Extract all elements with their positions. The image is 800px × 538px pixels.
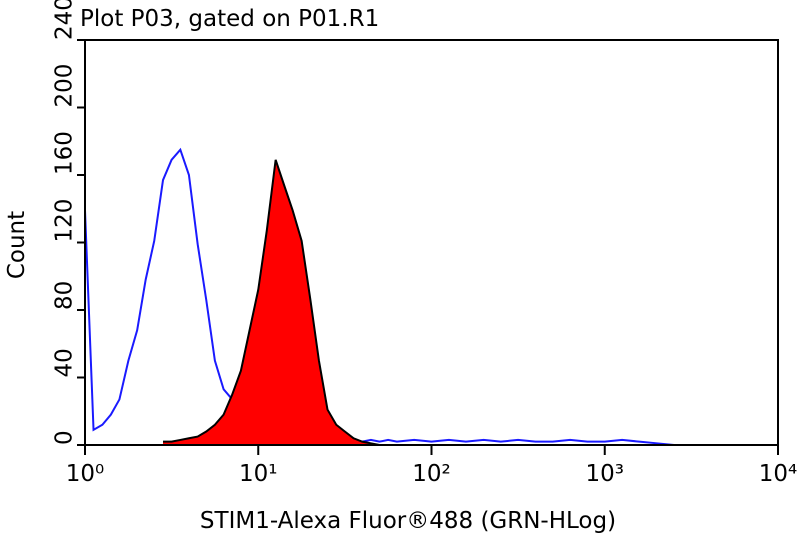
y-tick-label: 160 (52, 131, 78, 175)
x-tick-label: 10¹ (239, 461, 278, 487)
x-tick-label: 10⁰ (66, 461, 105, 487)
histogram-area (163, 159, 380, 445)
y-tick-label: 200 (52, 64, 78, 108)
y-tick-label: 240 (52, 0, 78, 40)
x-tick-label: 10² (412, 461, 451, 487)
x-tick-label: 10³ (586, 461, 625, 487)
y-tick-label: 80 (52, 281, 78, 310)
plot-frame (84, 39, 779, 446)
x-tick-label: 10⁴ (759, 461, 798, 487)
x-axis-label: STIM1-Alexa Fluor®488 (GRN-HLog) (200, 508, 616, 534)
histogram-outline (163, 159, 380, 446)
y-tick-label: 0 (52, 430, 78, 445)
histogram-line (84, 147, 675, 446)
y-tick-label: 120 (52, 199, 78, 243)
y-axis-label: Count (4, 211, 30, 279)
chart-title: Plot P03, gated on P01.R1 (80, 6, 379, 32)
y-tick-label: 40 (52, 348, 78, 377)
